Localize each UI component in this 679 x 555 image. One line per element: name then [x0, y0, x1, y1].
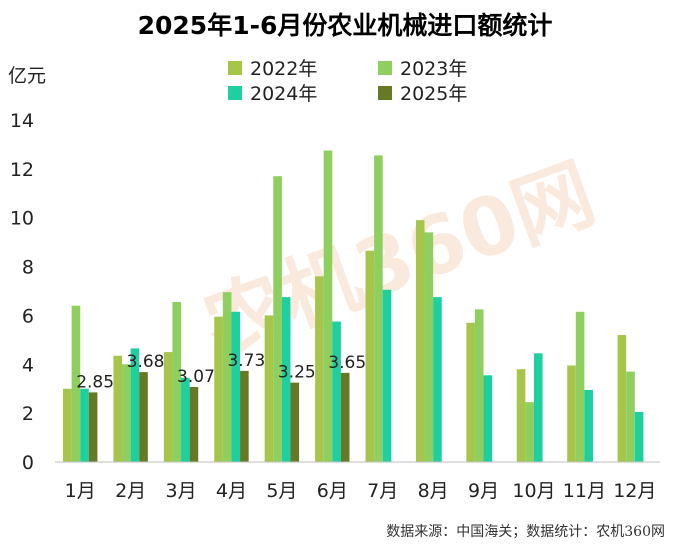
y-tick-label: 8 [22, 257, 34, 279]
x-tick-label: 3月 [165, 480, 196, 502]
bar-2023年 [525, 402, 534, 462]
bar-2023年 [374, 155, 383, 462]
bar-2023年 [474, 309, 484, 462]
x-tick-label: 10月 [512, 480, 555, 502]
x-tick-label: 5月 [266, 480, 297, 502]
bar-2022年 [617, 334, 627, 462]
x-tick-label: 9月 [468, 480, 499, 502]
bar-2023年 [222, 292, 232, 462]
x-axis: 1月 2月 3月 4月 5月 6月 7月 8月 9月 10月 11月 12月 [65, 480, 657, 502]
data-labels: 2.85 3.68 3.07 3.73 3.25 3.65 [76, 351, 366, 392]
y-tick-label: 10 [10, 208, 34, 230]
x-tick-label: 8月 [418, 480, 449, 502]
bar-2022年 [264, 315, 274, 462]
data-label: 3.68 [127, 352, 165, 372]
bar-2024年 [80, 388, 89, 462]
bar-2022年 [567, 365, 576, 462]
y-tick-label: 4 [22, 354, 34, 376]
data-label: 3.25 [278, 363, 316, 383]
bar-2023年 [172, 301, 182, 462]
x-tick-label: 4月 [216, 480, 247, 502]
legend-swatch [378, 61, 392, 75]
y-tick-label: 2 [22, 403, 34, 425]
bar-2024年 [181, 377, 190, 462]
bar-2024年 [281, 297, 291, 462]
x-tick-label: 12月 [613, 480, 656, 502]
legend-label: 2025年 [400, 83, 467, 105]
bar-2024年 [634, 411, 644, 462]
bar-2022年 [315, 276, 324, 462]
bar-2025年 [290, 382, 300, 462]
legend-swatch [378, 86, 392, 100]
bar-2022年 [63, 388, 72, 462]
bar-2024年 [231, 311, 241, 462]
legend-label: 2022年 [250, 58, 317, 80]
data-label: 3.73 [227, 351, 265, 371]
data-label: 3.65 [328, 353, 366, 373]
data-label: 2.85 [76, 372, 114, 392]
legend-label: 2024年 [250, 83, 317, 105]
x-tick-label: 6月 [317, 480, 348, 502]
bar-2024年 [382, 289, 392, 462]
bar-2023年 [575, 311, 585, 462]
legend-swatch [228, 86, 242, 100]
bar-2022年 [516, 369, 526, 462]
bar-2024年 [584, 389, 593, 462]
bar-2022年 [214, 316, 223, 462]
bar-2025年 [189, 387, 199, 462]
bar-2025年 [88, 392, 98, 462]
x-tick-label: 11月 [563, 480, 606, 502]
data-label: 3.07 [177, 367, 215, 387]
bars [63, 150, 644, 463]
bar-2024年 [332, 321, 341, 462]
bar-2025年 [240, 370, 249, 462]
bar-2022年 [113, 355, 123, 462]
legend-label: 2023年 [400, 58, 467, 80]
bar-2025年 [139, 372, 148, 462]
bar-2024年 [130, 348, 140, 462]
legend-swatch [228, 61, 242, 75]
x-tick-label: 7月 [367, 480, 398, 502]
bar-2023年 [424, 232, 434, 462]
bar-2022年 [415, 220, 425, 462]
x-tick-label: 2月 [115, 480, 146, 502]
bar-2023年 [626, 371, 635, 462]
bar-2022年 [163, 352, 173, 462]
bar-2023年 [323, 150, 333, 463]
bar-2023年 [122, 364, 131, 462]
bar-2024年 [433, 297, 442, 462]
bar-2022年 [466, 322, 475, 462]
y-axis-label: 亿元 [8, 65, 46, 87]
watermark: 农机360网 [192, 146, 606, 373]
bar-2023年 [71, 305, 81, 462]
x-tick-label: 1月 [65, 480, 96, 502]
bar-2023年 [273, 176, 282, 462]
legend: 2022年 2023年 2024年 2025年 [228, 58, 467, 105]
bar-2024年 [483, 375, 493, 462]
bar-2025年 [340, 372, 350, 462]
y-tick-label: 12 [10, 159, 34, 181]
y-tick-label: 0 [22, 452, 34, 474]
bar-2022年 [365, 250, 375, 462]
y-tick-label: 14 [10, 110, 34, 132]
y-tick-label: 6 [22, 305, 34, 327]
chart-title: 2025年1-6月份农业机械进口额统计 [138, 11, 553, 40]
y-axis: 0 2 4 6 8 10 12 14 [10, 110, 34, 474]
bar-2024年 [533, 353, 543, 462]
source-note: 数据来源：中国海关；数据统计：农机360网 [386, 524, 665, 540]
